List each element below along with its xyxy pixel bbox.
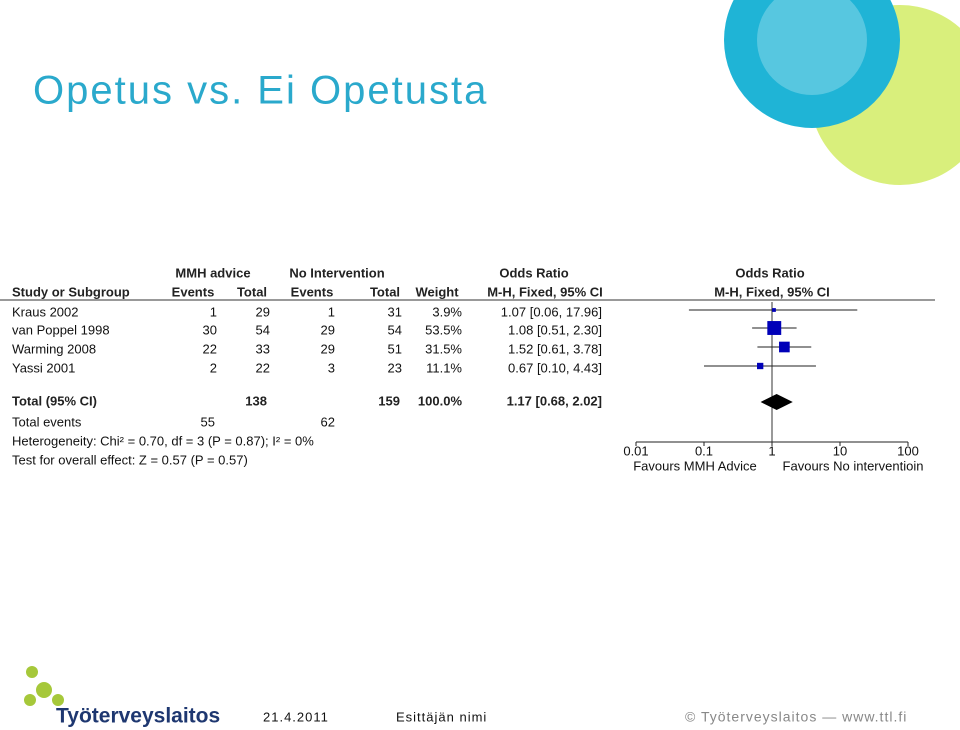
total-name: Total (95% CI) <box>12 393 97 408</box>
total: 159 <box>378 393 400 408</box>
column-header: Study or Subgroup <box>12 284 130 299</box>
slide-title: Opetus vs. Ei Opetusta <box>33 69 488 113</box>
study-square <box>757 362 764 370</box>
logo: Työterveyslaitos <box>24 666 220 728</box>
events: 2 <box>210 360 217 375</box>
logo-icon <box>52 694 64 706</box>
events: 1 <box>328 304 335 319</box>
study-name: Kraus 2002 <box>12 304 79 319</box>
overall-effect: Test for overall effect: Z = 0.57 (P = 0… <box>12 452 248 467</box>
x-tick-label: 100 <box>897 443 919 458</box>
footer-date: 21.4.2011 <box>263 709 329 724</box>
ci-label: 1.08 [0.51, 2.30] <box>508 322 602 337</box>
group-header: MMH advice <box>175 265 250 280</box>
logo-icon <box>36 682 52 698</box>
total: 33 <box>256 341 270 356</box>
ci-label: 1.07 [0.06, 17.96] <box>501 304 602 319</box>
study-square <box>767 321 782 335</box>
total-diamond <box>760 394 793 410</box>
total: 23 <box>388 360 402 375</box>
group-header: No Intervention <box>289 265 384 280</box>
events: 29 <box>321 341 335 356</box>
ci-label: 1.17 [0.68, 2.02] <box>507 393 602 408</box>
study-square <box>772 308 776 312</box>
weight: 11.1% <box>426 360 462 375</box>
heterogeneity: Heterogeneity: Chi² = 0.70, df = 3 (P = … <box>12 433 314 448</box>
total: 54 <box>388 322 402 337</box>
column-header: M-H, Fixed, 95% CI <box>487 284 603 299</box>
weight: 3.9% <box>432 304 462 319</box>
x-tick-label: 0.01 <box>623 443 648 458</box>
ci-label: 1.52 [0.61, 3.78] <box>508 341 602 356</box>
x-tick-label: 10 <box>833 443 847 458</box>
column-header: Total <box>370 284 400 299</box>
group-header: Odds Ratio <box>735 265 804 280</box>
x-axis-label-left: Favours MMH Advice <box>633 458 757 473</box>
column-header: Events <box>291 284 334 299</box>
study-name: van Poppel 1998 <box>12 322 110 337</box>
study-square <box>779 341 790 353</box>
events: 1 <box>210 304 217 319</box>
total: 138 <box>245 393 267 408</box>
events: 3 <box>328 360 335 375</box>
column-header: Total <box>237 284 267 299</box>
weight: 53.5% <box>425 322 462 337</box>
events: 22 <box>203 341 217 356</box>
study-name: Warming 2008 <box>12 341 96 356</box>
decor-circle <box>724 0 900 128</box>
total: 51 <box>388 341 402 356</box>
events: 62 <box>321 414 335 429</box>
decor-circle <box>757 0 867 95</box>
total: 54 <box>256 322 270 337</box>
x-tick-label: 0.1 <box>695 443 713 458</box>
study-name: Yassi 2001 <box>12 360 75 375</box>
total-events-name: Total events <box>12 414 82 429</box>
group-header: Odds Ratio <box>499 265 568 280</box>
column-header: Weight <box>415 284 459 299</box>
ci-label: 0.67 [0.10, 4.43] <box>508 360 602 375</box>
weight: 100.0% <box>418 393 463 408</box>
column-header: M-H, Fixed, 95% CI <box>714 284 830 299</box>
x-axis-label-right: Favours No interventioin <box>783 458 924 473</box>
x-tick-label: 1 <box>768 443 775 458</box>
total: 31 <box>388 304 402 319</box>
logo-icon <box>26 666 38 678</box>
logo-icon <box>24 694 36 706</box>
column-header: Events <box>172 284 215 299</box>
footer-presenter: Esittäjän nimi <box>396 709 487 724</box>
weight: 31.5% <box>425 341 462 356</box>
footer-copyright: © Työterveyslaitos — www.ttl.fi <box>685 709 907 725</box>
total: 22 <box>256 360 270 375</box>
events: 30 <box>203 322 217 337</box>
events: 29 <box>321 322 335 337</box>
events: 55 <box>201 414 215 429</box>
logo-text: Työterveyslaitos <box>56 705 220 728</box>
total: 29 <box>256 304 270 319</box>
